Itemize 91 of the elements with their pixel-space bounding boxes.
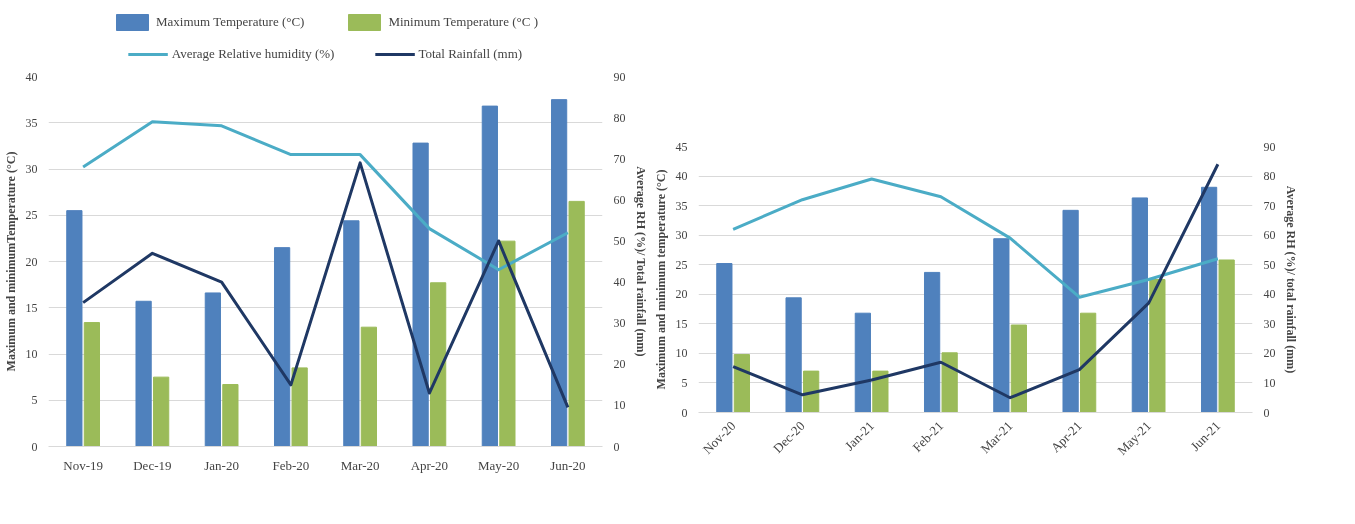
bar xyxy=(1062,209,1079,413)
y-tick-label: 30 xyxy=(25,162,38,176)
bar xyxy=(481,105,498,447)
bar xyxy=(733,354,750,413)
y2-axis-title: Average RH (%)/ total rainfall (mm) xyxy=(1283,185,1298,374)
y2-axis-title: Average RH (%)/ Total rainfall (mm) xyxy=(633,166,648,357)
y2-tick-label: 40 xyxy=(613,275,626,290)
y-tick-label: 35 xyxy=(25,115,38,130)
y-tick-label: 10 xyxy=(675,346,688,361)
y2-tick-label: 90 xyxy=(1263,139,1276,154)
bar xyxy=(568,200,585,447)
bar xyxy=(360,326,377,447)
line-series xyxy=(81,161,570,409)
bar xyxy=(412,142,429,447)
legend-label: Maximum Temperature (°C) xyxy=(156,14,305,30)
y-tick-label: 20 xyxy=(25,254,38,269)
y2-tick-label: 10 xyxy=(1263,375,1276,390)
y2-tick-label: 70 xyxy=(1263,198,1276,213)
y-tick-label: 5 xyxy=(31,393,38,408)
x-tick-label: Mar-20 xyxy=(340,457,380,473)
y-axis-title: Maximum and minimum temperature (°C) xyxy=(653,169,668,390)
y2-tick-label: 20 xyxy=(1263,346,1276,361)
y-tick-label: 15 xyxy=(675,316,688,331)
y-tick-label: 35 xyxy=(675,198,688,213)
legend-label: Average Relative humidity (%) xyxy=(171,46,335,62)
bar xyxy=(1080,312,1097,413)
y-axis-title: Maximum and minimumTemperature (°C) xyxy=(3,151,18,372)
legend-label: Minimum Temperature (°C ) xyxy=(388,14,538,30)
bar xyxy=(274,247,291,447)
y-tick-label: 45 xyxy=(675,139,688,154)
x-tick-label: Jun-20 xyxy=(550,457,586,473)
bar xyxy=(1010,324,1027,413)
y2-tick-label: 60 xyxy=(613,192,626,207)
y2-tick-label: 30 xyxy=(1263,316,1276,331)
bar xyxy=(1131,197,1148,413)
bar xyxy=(291,367,308,447)
bar xyxy=(551,99,568,447)
y2-tick-label: 60 xyxy=(1263,228,1276,243)
y2-tick-label: 90 xyxy=(613,69,626,84)
bar xyxy=(499,240,516,447)
bar xyxy=(993,238,1010,413)
y-tick-label: 0 xyxy=(681,405,688,420)
y-tick-label: 40 xyxy=(25,69,38,84)
y2-tick-label: 50 xyxy=(613,233,626,248)
x-tick-label: Nov-19 xyxy=(63,457,103,473)
bar xyxy=(135,300,152,447)
y-tick-label: 15 xyxy=(25,300,38,315)
y-tick-label: 25 xyxy=(25,208,38,223)
bar xyxy=(924,271,941,413)
bar xyxy=(222,384,239,447)
y2-tick-label: 80 xyxy=(613,110,626,125)
bar xyxy=(854,312,871,413)
y2-tick-label: 50 xyxy=(1263,257,1276,272)
y2-tick-label: 40 xyxy=(1263,287,1276,302)
y2-tick-label: 70 xyxy=(613,151,626,166)
bar xyxy=(1201,186,1218,413)
y2-tick-label: 20 xyxy=(613,357,626,372)
line-series xyxy=(731,162,1220,400)
line-series xyxy=(81,120,570,272)
x-tick-label: Feb-20 xyxy=(272,457,310,473)
y-tick-label: 25 xyxy=(675,257,688,272)
bar xyxy=(343,220,360,447)
legend-label: Total Rainfall (mm) xyxy=(418,46,523,62)
bar xyxy=(716,263,733,413)
x-tick-label: May-20 xyxy=(478,457,520,473)
bar xyxy=(83,322,100,447)
y-tick-label: 5 xyxy=(681,375,688,390)
bar xyxy=(1149,279,1166,413)
y2-tick-label: 80 xyxy=(1263,169,1276,184)
y2-tick-label: 0 xyxy=(1263,405,1270,420)
y-tick-label: 20 xyxy=(675,287,688,302)
line-series xyxy=(731,177,1220,299)
bar xyxy=(204,292,221,447)
y2-tick-label: 30 xyxy=(613,316,626,331)
y-tick-label: 0 xyxy=(31,439,38,454)
bar xyxy=(153,376,170,447)
y-tick-label: 30 xyxy=(675,228,688,243)
bar xyxy=(803,370,820,413)
bar xyxy=(872,370,889,413)
y-tick-label: 10 xyxy=(25,347,38,361)
x-tick-label: Jan-20 xyxy=(204,457,239,473)
bar xyxy=(941,352,958,413)
bar xyxy=(66,210,83,447)
bar xyxy=(430,282,447,447)
y2-tick-label: 0 xyxy=(613,439,620,454)
x-tick-label: Apr-20 xyxy=(410,457,449,473)
bar xyxy=(785,297,802,413)
x-tick-label: Dec-19 xyxy=(133,457,172,473)
y-tick-label: 40 xyxy=(675,169,688,184)
y2-tick-label: 10 xyxy=(613,398,626,413)
bar xyxy=(1218,259,1235,413)
